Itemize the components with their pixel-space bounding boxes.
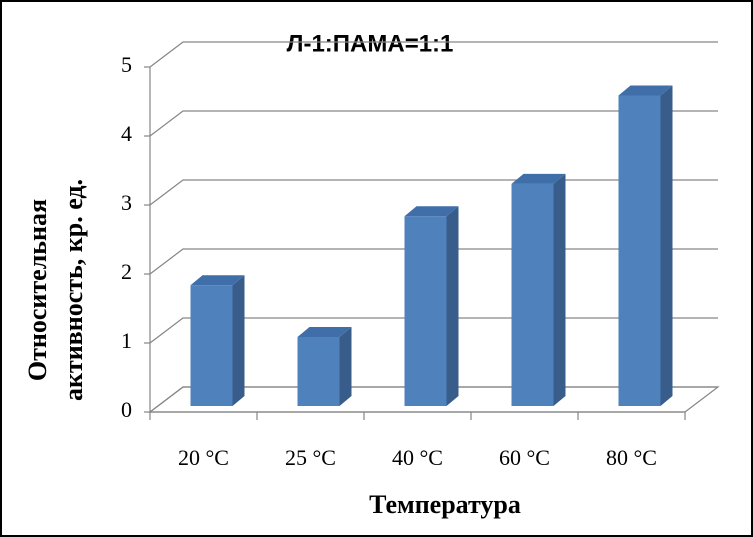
- bar-front: [297, 337, 340, 406]
- y-tick-label: 3: [121, 190, 132, 215]
- bar-top: [404, 206, 459, 217]
- bar-side: [339, 327, 352, 406]
- y-tick-label: 5: [121, 52, 132, 77]
- x-axis-title: Температура: [369, 490, 521, 519]
- bar-front: [404, 216, 447, 406]
- x-tick-label: 80 °C: [606, 445, 657, 470]
- y-tick-label: 4: [121, 121, 132, 146]
- bar-side: [660, 85, 673, 406]
- bar-front: [618, 95, 661, 406]
- bar-side: [446, 206, 459, 406]
- bar-side: [553, 173, 566, 406]
- bar-top: [190, 275, 245, 286]
- y-axis-title: активность, кр. ед.: [59, 179, 88, 401]
- x-tick-label: 25 °C: [285, 445, 336, 470]
- bar-top: [511, 173, 566, 184]
- y-tick-label: 0: [121, 397, 132, 422]
- bar-front: [511, 183, 554, 406]
- bar-top: [297, 327, 352, 337]
- chart-title: Л-1:ПАМА=1:1: [287, 30, 454, 57]
- bar-side: [232, 275, 245, 406]
- grid-line: [149, 41, 718, 68]
- grid-line: [149, 110, 718, 137]
- x-tick-label: 40 °C: [392, 445, 443, 470]
- bar-front: [190, 285, 233, 406]
- x-tick-label: 60 °C: [499, 445, 550, 470]
- y-axis-title: Относительная: [23, 199, 52, 381]
- bar-top: [618, 85, 673, 96]
- x-tick-label: 20 °C: [178, 445, 229, 470]
- y-tick-label: 1: [121, 328, 132, 353]
- y-tick-label: 2: [121, 259, 132, 284]
